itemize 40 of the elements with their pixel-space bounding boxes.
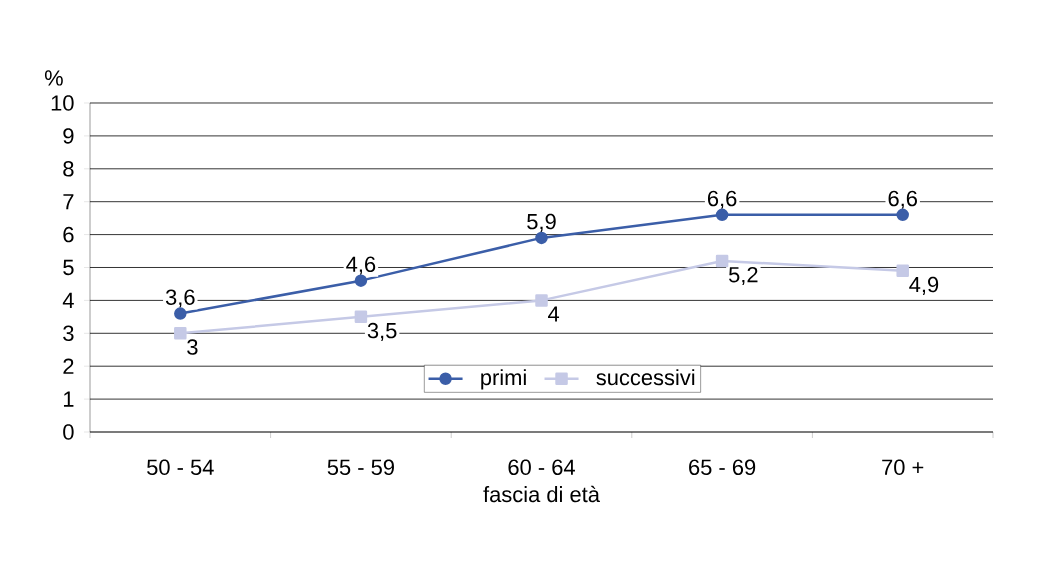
x-tick-label: 50 - 54 (147, 459, 214, 476)
point (354, 274, 368, 287)
legend-label: primi (481, 369, 526, 390)
point (896, 264, 909, 278)
y-tick-label: 10 (51, 95, 74, 111)
data-label: 4,9 (909, 276, 939, 295)
point (715, 254, 729, 268)
data-label: 3,6 (165, 289, 195, 308)
data-label: 5,9 (527, 213, 556, 232)
point (174, 307, 187, 320)
y-tick-label: 6 (63, 226, 74, 243)
y-tick-label: 4 (62, 292, 74, 308)
y-axis-title: % (44, 70, 63, 86)
point (535, 294, 548, 307)
point (535, 231, 548, 245)
x-tick-label: 55 - 59 (327, 459, 394, 476)
point (896, 208, 909, 222)
x-tick-label: 70 + (882, 459, 924, 476)
y-tick-label: 0 (63, 424, 74, 440)
y-tick-label: 1 (63, 391, 74, 407)
data-label: 3,5 (367, 322, 397, 341)
point (174, 327, 187, 340)
x-axis-title: fascia di età (483, 485, 600, 503)
point (715, 208, 729, 222)
point (354, 310, 368, 324)
y-tick-label: 9 (63, 128, 74, 144)
data-label: 6,6 (707, 190, 737, 209)
y-tick-label: 8 (63, 161, 74, 177)
x-tick-label: 60 - 64 (508, 459, 575, 476)
y-tick-label: 2 (63, 358, 74, 374)
data-label: 5,2 (728, 266, 758, 286)
y-tick-label: 7 (63, 194, 74, 210)
data-label: 6,6 (888, 190, 917, 209)
data-label: 4 (548, 306, 560, 322)
data-label: 3 (187, 339, 198, 355)
x-tick-label: 65 - 69 (689, 459, 756, 476)
data-label: 4,6 (346, 256, 376, 275)
y-tick-label: 3 (63, 325, 74, 342)
y-tick-label: 5 (63, 259, 74, 276)
legend-label: successivi (596, 369, 695, 386)
